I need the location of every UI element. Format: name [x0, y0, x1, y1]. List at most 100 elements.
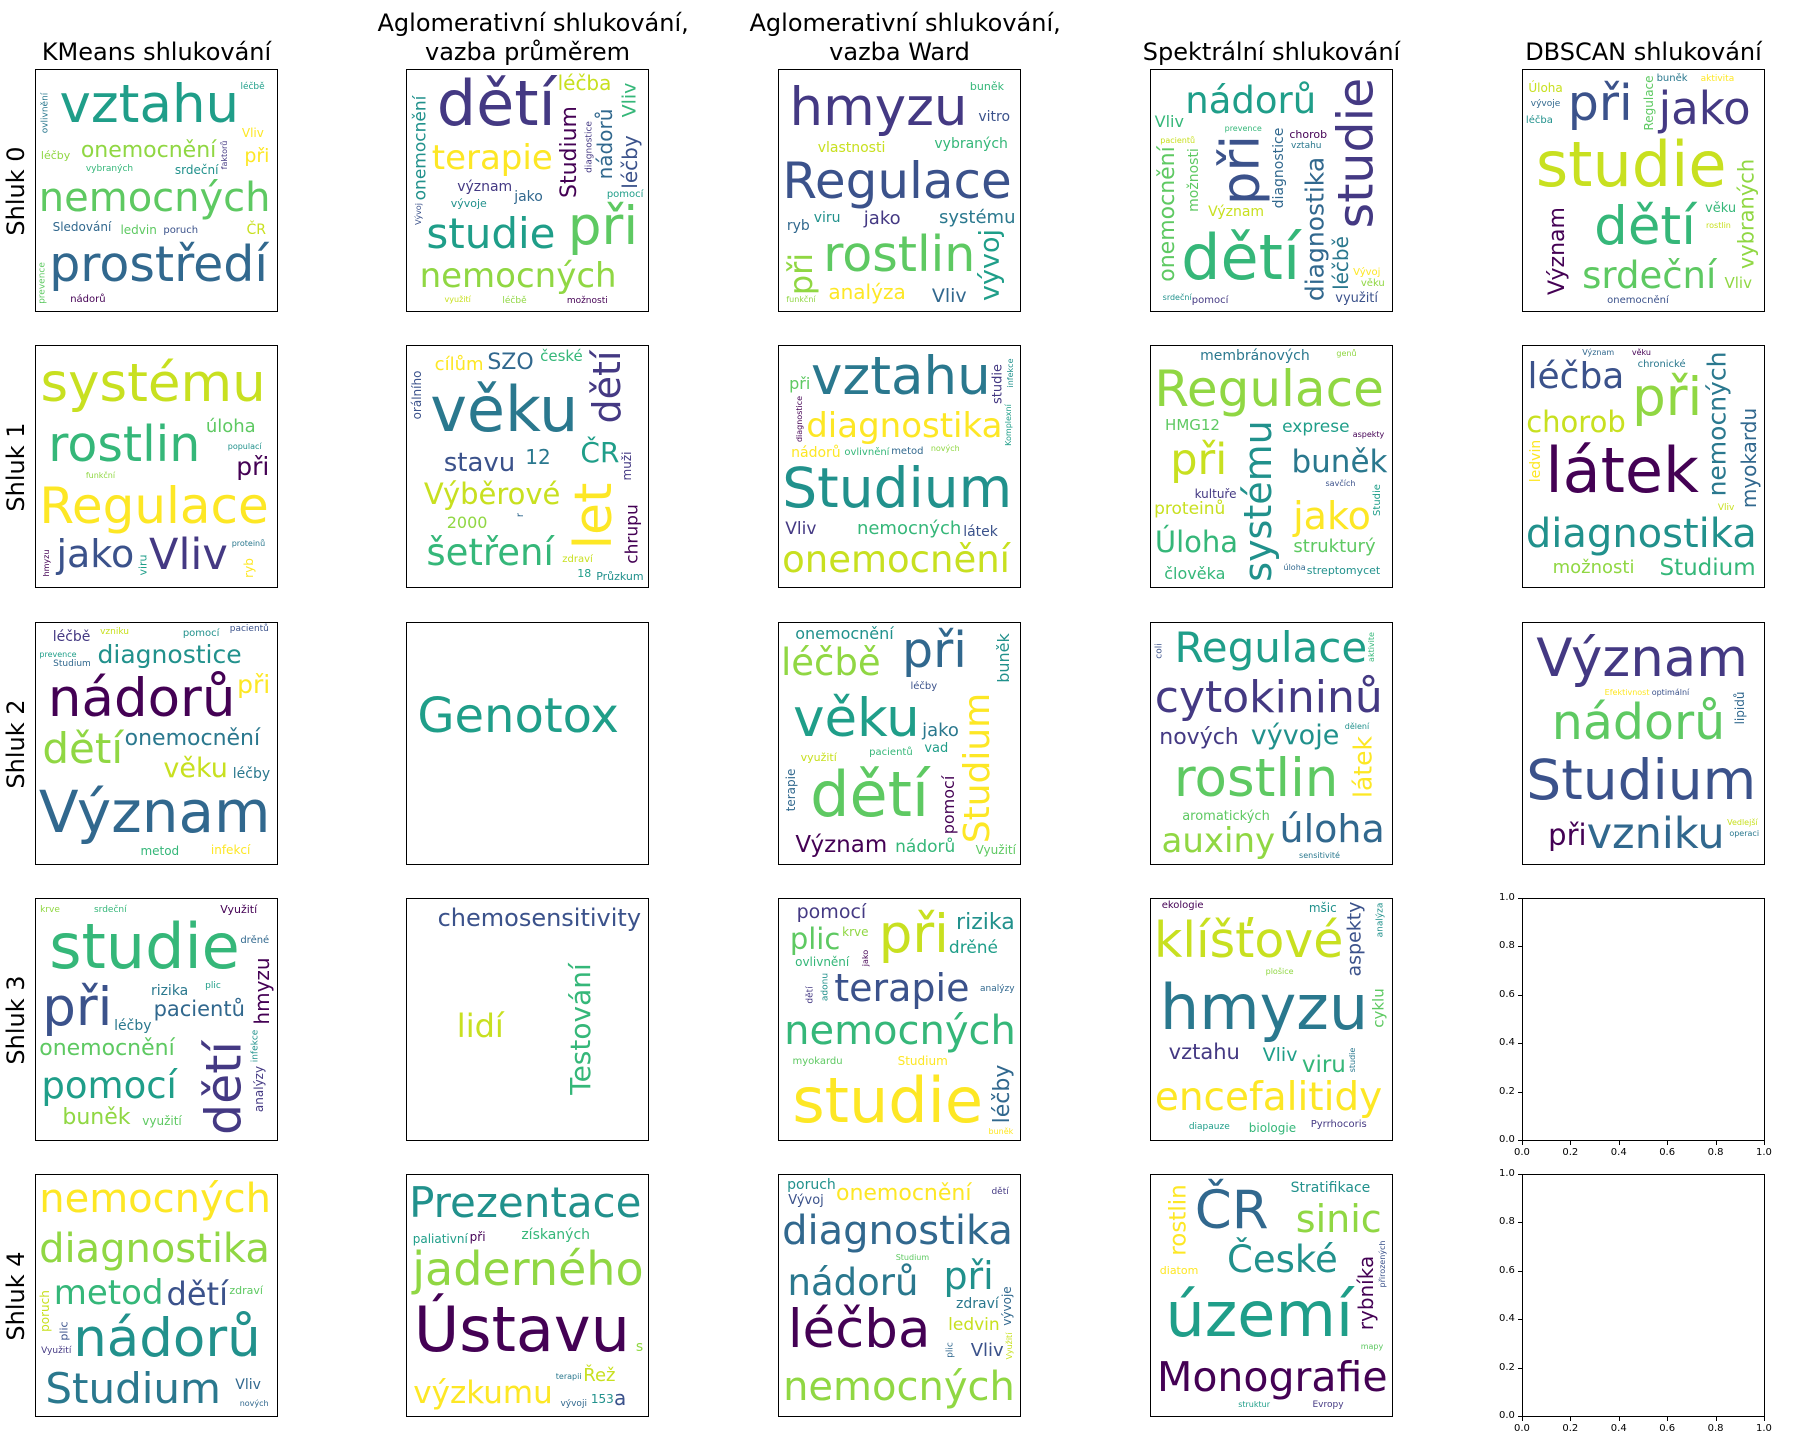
cloud-word: sinic: [1295, 1196, 1382, 1241]
cloud-word: Vliv: [149, 529, 228, 580]
cloud-word: onemocnění: [39, 1036, 175, 1062]
cloud-word: studie: [792, 1064, 983, 1138]
cloud-word: zdraví: [956, 1295, 999, 1312]
cloud-word: vývoje: [1250, 720, 1340, 752]
y-tick-label: 1.0: [1499, 1168, 1515, 1179]
cloud-word: nemocných: [38, 175, 271, 222]
y-tick-label: 0.6: [1499, 1264, 1515, 1276]
cloud-word: rostlin: [1706, 221, 1731, 231]
cloud-word: muži: [619, 451, 634, 481]
cloud-word: analýza: [1375, 902, 1386, 938]
cloud-word: vývoje: [450, 196, 487, 210]
cloud-word: Vliv: [1154, 111, 1184, 131]
cloud-word: Úloha: [1528, 80, 1563, 95]
cloud-word: poruch: [163, 225, 199, 237]
cloud-word: úloha: [205, 416, 256, 438]
cloud-word: studie: [990, 364, 1006, 405]
cloud-word: diagnostice: [97, 639, 242, 669]
cloud-word: lidí: [456, 1007, 504, 1046]
x-tick-label: 0.2: [1562, 1423, 1579, 1434]
cloud-word: srdeční: [1582, 253, 1717, 297]
cloud-word: infekcí: [210, 843, 251, 858]
x-tick-label: 0.0: [1514, 1147, 1530, 1158]
cloud-word: krve: [40, 905, 60, 916]
cloud-word: poruch: [37, 1290, 52, 1333]
cloud-word: jako: [56, 531, 135, 576]
cloud-word: rostlin: [1173, 748, 1339, 810]
y-tick-label: 0.8: [1499, 1216, 1515, 1228]
y-tick-label: 1.0: [1499, 892, 1515, 903]
cloud-word: vzniku: [100, 627, 129, 638]
cloud-word: plic: [205, 980, 221, 991]
cloud-word: prevence: [39, 649, 77, 659]
column-title-5: DBSCAN shlukování: [1494, 38, 1794, 67]
cloud-word: Vliv: [1717, 502, 1735, 513]
cloud-word: léčby: [989, 1065, 1015, 1124]
cloud-word: membránových: [1200, 348, 1310, 365]
cloud-word: jako: [863, 207, 901, 229]
cloud-word: nádorů: [787, 1260, 919, 1304]
cloud-word: encefalitidy: [1154, 1075, 1383, 1121]
cloud-word: buněk: [969, 80, 1004, 94]
cloud-word: při: [1210, 134, 1272, 205]
cloud-word: při: [1548, 818, 1587, 853]
column-title-line: vazba Ward: [829, 38, 970, 66]
cloud-word: onemocnění: [1607, 295, 1669, 307]
cloud-word: získaných: [521, 1227, 591, 1243]
column-title-line: Aglomerativní shlukování,: [749, 9, 1061, 37]
cloud-word: ryb: [786, 218, 810, 235]
cloud-word: léčba: [1525, 115, 1553, 127]
cloud-word: cílům: [434, 354, 484, 376]
cloud-word: rostlin: [1165, 1184, 1192, 1256]
cloud-word: poruch: [787, 1176, 836, 1193]
cloud-word: Význam: [1536, 628, 1748, 690]
cloud-word: studie: [426, 208, 556, 258]
cloud-word: populací: [227, 442, 262, 452]
wordcloud-panel: dětí při studie onemocnění nádorů diagnostika…: [1150, 69, 1393, 312]
cloud-word: diagnostika: [782, 1207, 1013, 1254]
cloud-word: chronické: [1637, 358, 1686, 370]
cloud-word: vybraných: [1734, 159, 1759, 270]
cloud-word: aspekty: [1352, 429, 1385, 439]
cloud-word: cyklu: [1369, 988, 1388, 1029]
cloud-word: Regulace: [1174, 623, 1368, 673]
x-tick-mark: [1618, 1141, 1620, 1145]
x-tick-mark: [1522, 1141, 1523, 1145]
cloud-word: streptomycet: [1306, 564, 1381, 578]
y-tick-label: 0.4: [1499, 1313, 1515, 1325]
cloud-word: terapie: [783, 769, 798, 812]
cloud-word: systému: [1236, 419, 1281, 582]
cloud-word: vztahu: [811, 346, 991, 408]
cloud-word: aromatických: [1182, 809, 1270, 825]
cloud-word: léčbě: [240, 81, 265, 92]
cloud-word: nemocných: [419, 255, 617, 296]
cloud-word: Regulace: [782, 151, 1012, 210]
cloud-word: látek: [1545, 434, 1699, 508]
cloud-word: Význam: [1582, 347, 1615, 357]
cloud-word: rybníka: [1354, 1256, 1379, 1331]
y-tick-mark: [1518, 1319, 1522, 1321]
cloud-word: studie: [1535, 127, 1727, 201]
cloud-word: Monografie: [1156, 1353, 1388, 1402]
x-tick-label: 1.0: [1756, 1147, 1772, 1158]
cloud-word: onemocnění: [124, 725, 261, 751]
cloud-word: věku: [1631, 348, 1651, 358]
cloud-word: ovlivnění: [844, 446, 890, 458]
cloud-word: nových: [1159, 724, 1239, 750]
x-tick-label: 0.6: [1659, 1423, 1676, 1434]
cloud-word: chorob: [1526, 404, 1626, 439]
cloud-word: pomocí: [182, 628, 220, 640]
cloud-word: léčba: [557, 70, 612, 95]
cloud-word: funkční: [786, 295, 816, 305]
cloud-word: diagnostice: [794, 395, 804, 442]
cloud-word: viru: [1301, 1051, 1346, 1078]
wordcloud-panel: studie dětí při jako srdeční Význam vybraných Ú…: [1522, 69, 1765, 312]
cloud-word: plošice: [1265, 967, 1294, 977]
cloud-word: využití: [1335, 290, 1379, 306]
cloud-word: přirozených: [1378, 1240, 1388, 1288]
cloud-word: Vliv: [1262, 1044, 1298, 1067]
wordcloud-panel: Ústavu jaderného Prezentace výzkumu Řež získa…: [406, 1174, 649, 1417]
cloud-word: rizika: [150, 982, 189, 999]
y-tick-label: 0.6: [1499, 988, 1515, 1000]
y-tick-label: 0.2: [1499, 1361, 1515, 1373]
